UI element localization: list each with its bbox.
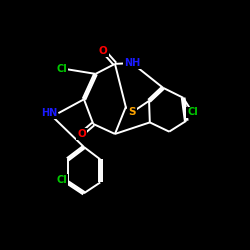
Text: Cl: Cl	[57, 64, 68, 74]
Text: O: O	[99, 46, 108, 56]
Text: Cl: Cl	[187, 108, 198, 118]
Text: Cl: Cl	[57, 175, 68, 185]
Text: HN: HN	[41, 108, 57, 118]
Text: O: O	[77, 129, 86, 139]
Text: S: S	[128, 108, 136, 118]
Text: NH: NH	[124, 58, 140, 68]
